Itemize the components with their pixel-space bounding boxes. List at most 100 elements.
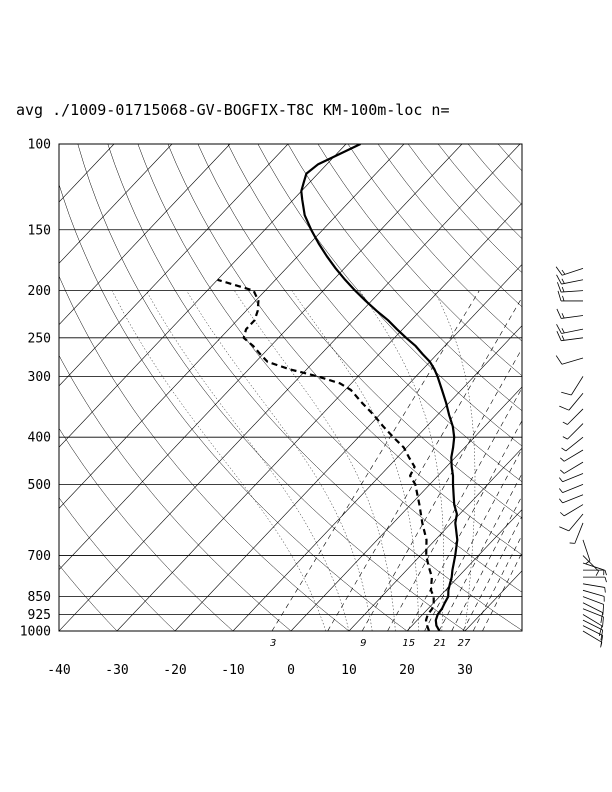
dry-adiabat [588, 144, 612, 641]
wind-barb-flag [600, 629, 604, 641]
wind-barb-staff [582, 608, 604, 618]
wind-barb-flag [559, 477, 563, 482]
isotherm-line [59, 144, 347, 448]
wind-barb-staff [582, 596, 604, 605]
mixing-ratio-label: 21 [434, 638, 447, 649]
mixing-ratio-line [482, 552, 522, 631]
wind-barb [583, 576, 607, 583]
dry-adiabat [197, 144, 522, 519]
wind-barb-flag [555, 355, 563, 365]
dry-adiabat [528, 144, 612, 641]
dry-adiabat [467, 144, 522, 206]
dry-adiabat [77, 144, 466, 631]
isotherm-line [290, 386, 522, 631]
wind-barb-staff [561, 290, 584, 293]
wind-barb-flag [561, 313, 565, 319]
wind-barb [557, 290, 583, 302]
wind-barb-staff [582, 614, 603, 627]
dry-adiabat [59, 564, 118, 631]
wind-barb-staff [582, 555, 599, 572]
wind-barb-flag [604, 587, 606, 593]
moist-adiabat [146, 290, 350, 631]
mixing-ratio-line [361, 348, 522, 631]
dry-adiabat [558, 144, 612, 641]
wind-barb-staff [574, 522, 584, 544]
wind-barb-staff [571, 376, 584, 396]
mixing-ratio-line [271, 290, 480, 631]
isotherm-line [59, 144, 463, 571]
wind-barb-flag [560, 512, 565, 517]
mixing-ratio-line [387, 387, 522, 631]
wind-barb-staff [582, 583, 605, 588]
profile-lines [217, 144, 459, 631]
isotherm-line [174, 263, 522, 631]
wind-barb [557, 282, 584, 293]
isotherm-line [59, 144, 521, 631]
mixing-ratio-line [472, 534, 522, 631]
wind-barb-staff [562, 267, 584, 276]
wind-barb-flag [561, 447, 567, 452]
wind-barb-flag [561, 286, 565, 293]
wind-barb-flag [557, 290, 562, 302]
pressure-tick-label: 925 [28, 608, 51, 623]
isotherm-line [523, 144, 612, 631]
wind-barb [555, 355, 584, 365]
wind-barb-staff [582, 539, 591, 561]
moist-adiabat [291, 290, 419, 631]
wind-barb-flag [600, 612, 604, 623]
pressure-tick-label: 400 [28, 431, 51, 446]
wind-barb-staff [561, 357, 584, 365]
isotherm-line [59, 144, 115, 203]
wind-barb-staff [562, 484, 584, 493]
wind-barb-flag [559, 405, 570, 411]
wind-barb-staff [568, 393, 584, 411]
temperature-tick-label: 30 [457, 663, 473, 678]
wind-barb-staff [582, 630, 603, 643]
dry-adiabat [59, 427, 234, 631]
isotherm-line [59, 144, 231, 326]
wind-barb [561, 436, 584, 452]
dashed-profile-line [217, 278, 435, 631]
wind-barb [555, 266, 584, 276]
isotherm-line [59, 144, 405, 509]
temperature-tick-label: -10 [221, 663, 244, 678]
solid-profile-line [300, 144, 459, 631]
wind-barb-staff [582, 589, 605, 597]
mixing-ratio-label: 9 [360, 638, 366, 649]
isotherm-line [348, 447, 522, 631]
wind-barb-flag [562, 436, 568, 440]
pressure-tick-label: 500 [28, 478, 51, 493]
wind-barb-flag [557, 282, 562, 293]
wind-barb [582, 589, 605, 602]
mixing-ratio-label: 27 [458, 638, 471, 649]
wind-barb-flag [595, 570, 599, 576]
wind-barb-flag [604, 576, 607, 583]
wind-barb [559, 494, 584, 504]
moist-adiabat [433, 290, 476, 631]
mixing-ratio-line [462, 515, 522, 631]
pressure-tick-label: 300 [28, 370, 51, 385]
pressure-tick-label: 250 [28, 331, 51, 346]
wind-barb-staff [562, 494, 584, 504]
wind-barb-flag [562, 421, 568, 425]
wind-barb-flag [602, 616, 604, 628]
wind-barb-flag [556, 331, 562, 341]
wind-barb [556, 331, 584, 342]
dry-adiabat [317, 144, 522, 377]
mixing-ratio-line [438, 472, 522, 631]
wind-barb-flag [561, 335, 565, 341]
wind-barb-staff [582, 619, 603, 631]
dry-adiabat [59, 354, 292, 631]
wind-barb [556, 274, 584, 285]
wind-barb [559, 484, 584, 493]
wind-barb-flag [555, 266, 563, 276]
wind-barb-flag [560, 469, 565, 474]
mixing-ratio-line [451, 495, 522, 631]
chart-title: avg ./1009-01715068-GV-BOGFIX-T8C KM-100… [16, 101, 449, 119]
wind-barb [560, 504, 584, 517]
wind-barb [559, 513, 584, 532]
plot-frame [58, 143, 523, 632]
wind-barb [562, 423, 584, 440]
wind-barb [582, 539, 591, 565]
moist-adiabat [234, 290, 396, 631]
